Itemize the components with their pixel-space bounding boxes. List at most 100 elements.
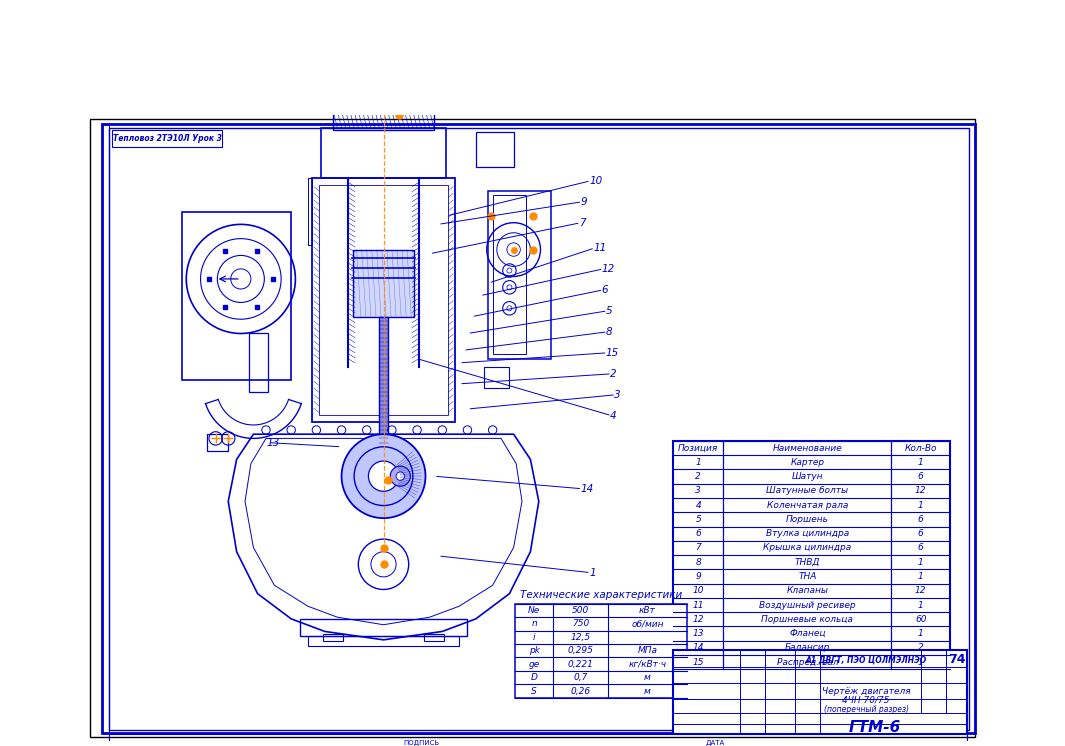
Text: 2: 2: [695, 472, 701, 481]
Text: ge: ge: [528, 659, 540, 668]
Text: 6: 6: [918, 515, 923, 524]
Bar: [113, 131, 222, 147]
Text: 7: 7: [695, 543, 701, 553]
Bar: [333, 111, 433, 130]
Text: Ne: Ne: [528, 606, 540, 615]
Bar: [318, 185, 448, 415]
Text: Балансир: Балансир: [785, 643, 830, 652]
Text: 6: 6: [918, 543, 923, 553]
Text: Шатун: Шатун: [791, 472, 823, 481]
Text: Позиция: Позиция: [678, 444, 719, 453]
Text: Воздушный ресивер: Воздушный ресивер: [759, 601, 855, 609]
Text: 1: 1: [918, 572, 923, 581]
Text: об/мин: об/мин: [632, 619, 663, 628]
Text: 0,7: 0,7: [573, 673, 588, 682]
Text: 8: 8: [606, 327, 612, 336]
Text: 10: 10: [589, 176, 603, 186]
Text: 1: 1: [695, 458, 701, 467]
Circle shape: [396, 472, 405, 480]
Text: ПОДПИСЬ: ПОДПИСЬ: [404, 740, 440, 746]
Text: 5: 5: [695, 515, 701, 524]
Bar: [485, 367, 509, 388]
Text: 3: 3: [695, 486, 701, 495]
Text: S: S: [531, 686, 537, 695]
Bar: [109, 734, 967, 746]
Text: 12: 12: [692, 615, 704, 624]
Text: ГТМ-6: ГТМ-6: [849, 720, 901, 735]
Text: n: n: [531, 619, 537, 628]
Text: Коленчатая рала: Коленчатая рала: [767, 501, 848, 510]
Text: 9: 9: [580, 197, 588, 207]
Text: 1: 1: [918, 657, 923, 667]
Text: 4: 4: [610, 411, 617, 421]
Text: 500: 500: [572, 606, 589, 615]
Text: 6: 6: [918, 529, 923, 538]
Text: 8: 8: [695, 558, 701, 567]
Text: Технические характеристики: Технические характеристики: [520, 590, 683, 601]
Text: (поперечный разрез): (поперечный разрез): [823, 705, 908, 714]
Text: Картер: Картер: [790, 458, 824, 467]
Text: 4: 4: [695, 501, 701, 510]
Bar: [182, 212, 291, 380]
Bar: [476, 132, 513, 167]
Circle shape: [390, 466, 410, 486]
Text: D: D: [530, 673, 538, 682]
Text: pk: pk: [528, 646, 540, 655]
Text: 11: 11: [593, 243, 607, 253]
Text: Втулка цилиндра: Втулка цилиндра: [766, 529, 849, 538]
Circle shape: [368, 461, 398, 492]
Text: МПа: МПа: [638, 646, 657, 655]
Bar: [489, 191, 552, 359]
Text: 7: 7: [579, 218, 586, 228]
Text: 6: 6: [918, 472, 923, 481]
Text: 2: 2: [918, 643, 923, 652]
Bar: [358, 57, 413, 113]
Text: 1: 1: [918, 629, 923, 638]
Text: Шатунные болты: Шатунные болты: [767, 486, 849, 495]
Bar: [354, 250, 413, 317]
Text: 9: 9: [695, 572, 701, 581]
Bar: [366, 14, 400, 58]
Text: 15: 15: [606, 348, 619, 358]
Text: 10: 10: [692, 586, 704, 595]
Text: 6: 6: [602, 285, 608, 295]
Text: 1: 1: [589, 568, 595, 577]
Text: i: i: [532, 633, 536, 642]
Text: 6: 6: [695, 529, 701, 538]
Text: 3: 3: [615, 389, 621, 400]
Text: 14: 14: [580, 483, 594, 494]
Text: ТНВД: ТНВД: [794, 558, 820, 567]
Text: 0,26: 0,26: [570, 686, 590, 695]
Text: 1: 1: [918, 501, 923, 510]
Text: Тепловоз 2ТЭ10Л Урок 3: Тепловоз 2ТЭ10Л Урок 3: [113, 134, 222, 143]
Text: 74: 74: [948, 653, 966, 666]
Circle shape: [342, 434, 426, 518]
Text: Поршень: Поршень: [786, 515, 829, 524]
Text: 750: 750: [572, 619, 589, 628]
Text: кг/кВт·ч: кг/кВт·ч: [628, 659, 667, 668]
Bar: [312, 178, 455, 421]
Bar: [424, 634, 444, 641]
Bar: [249, 333, 267, 392]
Bar: [323, 634, 343, 641]
Text: Фланец: Фланец: [789, 629, 825, 638]
Text: Распред. вал: Распред. вал: [776, 657, 838, 667]
Bar: [102, 124, 109, 733]
Bar: [515, 604, 687, 698]
Text: 14: 14: [692, 643, 704, 652]
Text: 13: 13: [692, 629, 704, 638]
Text: м: м: [644, 686, 651, 695]
Text: ДАТА: ДАТА: [705, 740, 724, 746]
Text: 12,5: 12,5: [570, 633, 590, 642]
Bar: [299, 619, 468, 636]
Text: м: м: [644, 673, 651, 682]
Text: 1: 1: [918, 458, 923, 467]
Text: кВт: кВт: [639, 606, 656, 615]
Text: Поршневые кольца: Поршневые кольца: [761, 615, 853, 624]
Text: Крышка цилиндра: Крышка цилиндра: [764, 543, 852, 553]
Text: 12: 12: [915, 586, 927, 595]
Bar: [379, 317, 388, 451]
Text: 60: 60: [915, 615, 927, 624]
Text: 15: 15: [692, 657, 704, 667]
Text: Чертёж двигателя: Чертёж двигателя: [822, 686, 911, 695]
